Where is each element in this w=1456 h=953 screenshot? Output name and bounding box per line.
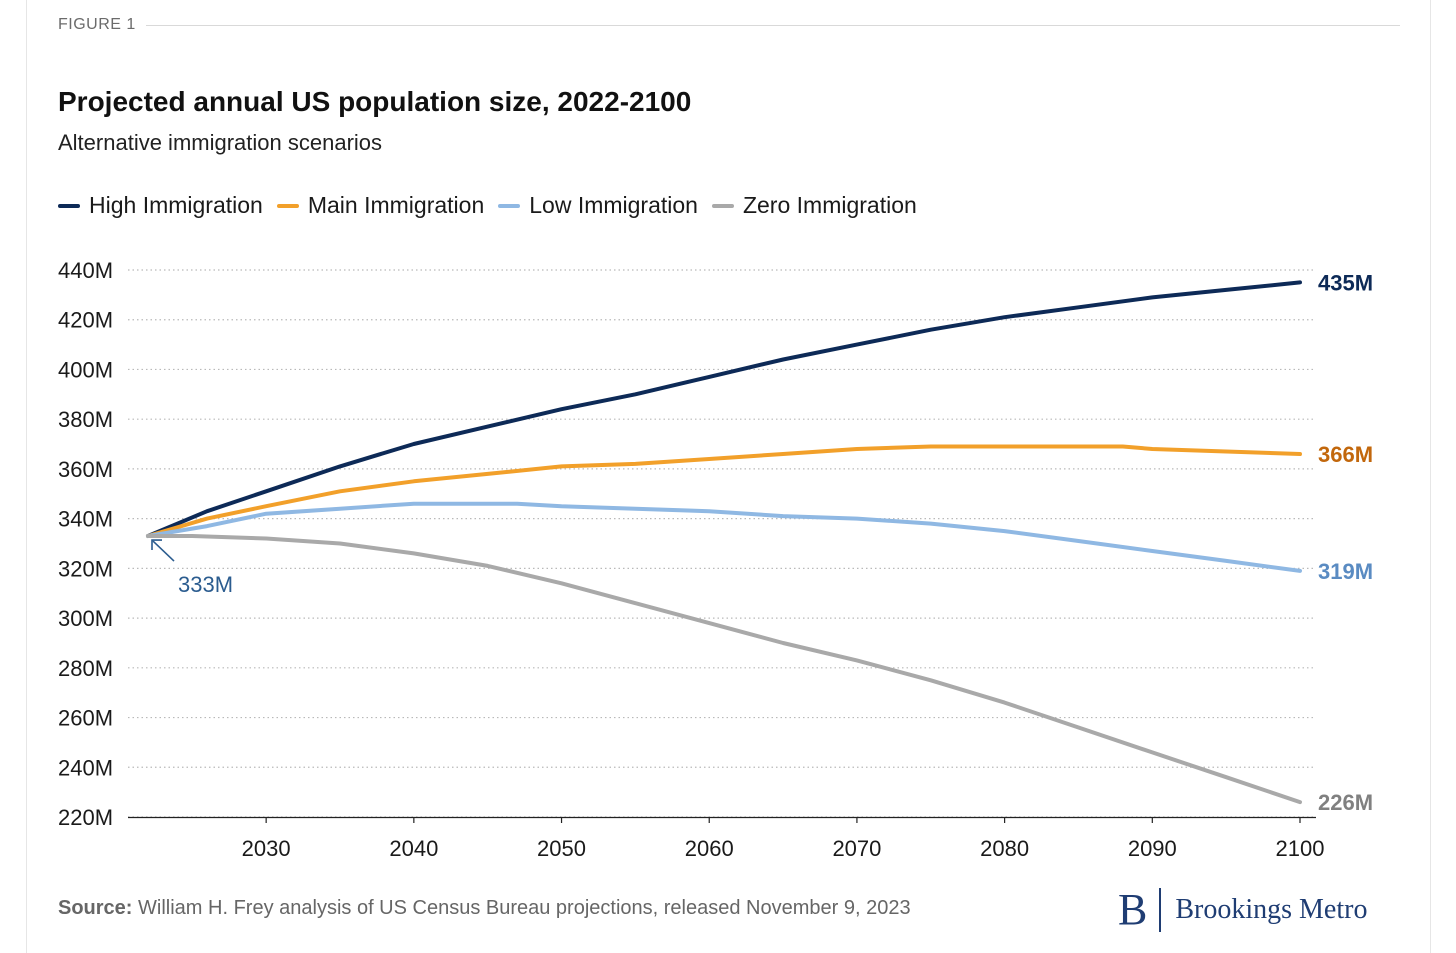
- legend-item-high: High Immigration: [58, 192, 263, 219]
- x-tick-label-2030: 2030: [242, 836, 291, 861]
- x-tick-label-2050: 2050: [537, 836, 586, 861]
- figure-rule: [146, 25, 1400, 26]
- y-tick-label-240: 240M: [58, 755, 113, 780]
- start-annotation-label: 333M: [178, 572, 233, 597]
- y-tick-label-320: 320M: [58, 556, 113, 581]
- source-label: Source:: [58, 897, 133, 919]
- brand-name: Brookings Metro: [1175, 894, 1368, 925]
- x-tick-label-2100: 2100: [1276, 836, 1325, 861]
- frame-left-border: [26, 0, 27, 953]
- end-label-low-immigration: 319M: [1318, 559, 1373, 584]
- y-tick-label-380: 380M: [58, 407, 113, 432]
- x-tick-label-2070: 2070: [832, 836, 881, 861]
- end-label-zero-immigration: 226M: [1318, 790, 1373, 815]
- series-line-high-immigration: [146, 280, 1302, 538]
- legend: High Immigration Main Immigration Low Im…: [58, 192, 917, 219]
- series-line-main-immigration: [146, 444, 1302, 538]
- x-tick-label-2080: 2080: [980, 836, 1029, 861]
- legend-swatch-low: [498, 203, 521, 208]
- legend-item-low: Low Immigration: [498, 192, 698, 219]
- y-tick-label-420: 420M: [58, 308, 113, 333]
- legend-label-low: Low Immigration: [529, 192, 698, 218]
- y-tick-label-400: 400M: [58, 357, 113, 382]
- brookings-metro-logo: B Brookings Metro: [1118, 888, 1367, 932]
- x-tick-label-2040: 2040: [389, 836, 438, 861]
- end-label-high-immigration: 435M: [1318, 270, 1373, 295]
- y-tick-label-360: 360M: [58, 457, 113, 482]
- end-label-main-immigration: 366M: [1318, 442, 1373, 467]
- x-tick-label-2090: 2090: [1128, 836, 1177, 861]
- y-tick-label-280: 280M: [58, 656, 113, 681]
- legend-item-zero: Zero Immigration: [711, 192, 917, 219]
- chart-subtitle: Alternative immigration scenarios: [58, 130, 383, 155]
- figure-label: FIGURE 1: [58, 16, 136, 33]
- y-tick-label-440: 440M: [58, 258, 113, 283]
- series-line-zero-immigration: [146, 534, 1302, 805]
- line-chart: 220M 240M 260M 280M 300M 320M 340M 360M 380M 400M…: [58, 258, 1373, 861]
- start-annotation-arrow-line: [152, 540, 175, 562]
- chart-title: Projected annual US population size, 202…: [58, 86, 692, 117]
- legend-swatch-high: [58, 203, 80, 208]
- legend-label-high: High Immigration: [89, 192, 263, 218]
- y-tick-label-220: 220M: [58, 805, 113, 830]
- frame-right-border: [1430, 0, 1431, 953]
- legend-item-main: Main Immigration: [276, 192, 485, 219]
- legend-swatch-zero: [711, 203, 734, 208]
- start-annotation-arrow-head: [151, 539, 162, 551]
- source-text: William H. Frey analysis of US Census Bu…: [132, 897, 911, 919]
- source-note: Source: William H. Frey analysis of US C…: [58, 897, 911, 920]
- y-tick-label-340: 340M: [58, 507, 113, 532]
- y-tick-label-260: 260M: [58, 706, 113, 731]
- series-line-low-immigration: [146, 501, 1302, 573]
- y-tick-label-300: 300M: [58, 606, 113, 631]
- legend-label-zero: Zero Immigration: [742, 192, 917, 218]
- legend-label-main: Main Immigration: [307, 192, 485, 218]
- brand-mark: B: [1118, 888, 1162, 932]
- legend-swatch-main: [276, 203, 299, 208]
- x-tick-label-2060: 2060: [685, 836, 734, 861]
